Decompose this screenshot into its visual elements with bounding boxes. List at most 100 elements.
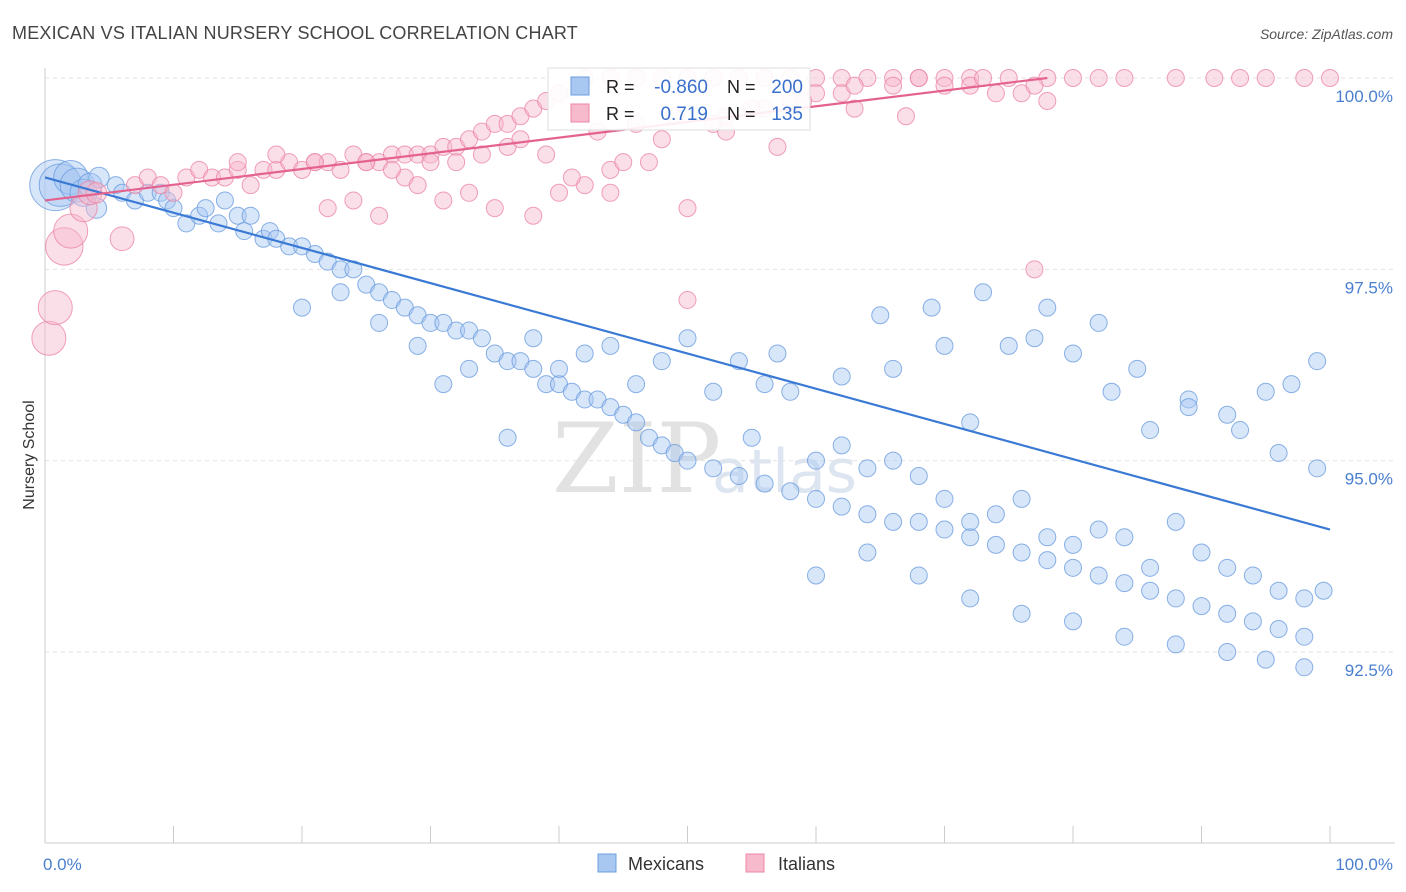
point-mexicans bbox=[807, 489, 825, 508]
trend-line-italians bbox=[44, 76, 1048, 202]
point-italians bbox=[1025, 260, 1044, 279]
point-mexicans bbox=[755, 375, 774, 394]
point-mexicans bbox=[1012, 489, 1031, 508]
point-mexicans bbox=[1089, 313, 1108, 332]
bottom-legend-swatch-italians bbox=[745, 853, 765, 873]
point-italians bbox=[241, 176, 260, 195]
point-italians bbox=[537, 145, 556, 164]
point-mexicans bbox=[1064, 558, 1082, 577]
point-mexicans bbox=[986, 505, 1005, 524]
point-mexicans bbox=[678, 329, 697, 348]
point-mexicans bbox=[832, 497, 851, 516]
point-mexicans bbox=[498, 352, 517, 371]
point-mexicans bbox=[344, 260, 363, 279]
point-mexicans bbox=[1179, 398, 1198, 417]
point-mexicans bbox=[935, 489, 954, 508]
point-mexicans bbox=[158, 191, 177, 210]
point-italians bbox=[678, 199, 697, 218]
point-italians bbox=[601, 183, 620, 202]
point-mexicans bbox=[1025, 329, 1044, 348]
point-italians bbox=[318, 199, 337, 218]
point-mexicans bbox=[858, 543, 877, 562]
point-mexicans bbox=[807, 566, 825, 585]
point-italians bbox=[370, 206, 389, 225]
point-mexicans bbox=[729, 466, 748, 485]
chart-source: Source: ZipAtlas.com bbox=[1260, 26, 1393, 42]
point-mexicans bbox=[1231, 421, 1250, 440]
point-italians bbox=[164, 183, 183, 202]
point-mexicans bbox=[421, 313, 440, 332]
legend-n-label-mexicans: N = bbox=[727, 77, 756, 97]
point-mexicans bbox=[961, 512, 980, 531]
point-mexicans bbox=[460, 359, 479, 378]
point-mexicans bbox=[331, 260, 350, 279]
chart-title: MEXICAN VS ITALIAN NURSERY SCHOOL CORREL… bbox=[12, 23, 578, 43]
trend-line-mexicans bbox=[44, 176, 1331, 531]
legend-r-value-italians: 0.719 bbox=[660, 104, 708, 125]
point-italians bbox=[421, 153, 440, 172]
point-mexicans bbox=[1243, 612, 1262, 631]
point-mexicans bbox=[434, 375, 453, 394]
point-mexicans bbox=[884, 451, 903, 470]
point-mexicans bbox=[1064, 535, 1082, 554]
point-mexicans bbox=[768, 344, 787, 363]
point-mexicans bbox=[807, 451, 825, 470]
point-mexicans bbox=[1192, 597, 1211, 616]
point-italians bbox=[1205, 69, 1224, 87]
point-mexicans bbox=[537, 375, 556, 394]
point-mexicans bbox=[652, 352, 671, 371]
point-mexicans bbox=[1038, 298, 1057, 317]
point-mexicans bbox=[1269, 444, 1288, 463]
point-mexicans bbox=[1243, 566, 1262, 585]
point-italians bbox=[1321, 69, 1339, 87]
point-mexicans bbox=[601, 336, 620, 355]
point-mexicans bbox=[1115, 528, 1134, 547]
point-italians bbox=[935, 69, 954, 87]
point-mexicans bbox=[331, 283, 350, 302]
point-italians bbox=[1166, 69, 1185, 87]
point-mexicans bbox=[884, 512, 903, 531]
point-mexicans bbox=[781, 382, 800, 401]
point-italians bbox=[639, 153, 658, 172]
y-tick-label: 100.0% bbox=[1335, 87, 1393, 106]
point-mexicans bbox=[241, 206, 260, 225]
point-mexicans bbox=[961, 528, 980, 547]
point-mexicans bbox=[1141, 558, 1160, 577]
point-mexicans bbox=[884, 359, 903, 378]
point-mexicans bbox=[472, 329, 491, 348]
point-italians bbox=[884, 69, 903, 87]
point-mexicans bbox=[755, 474, 774, 493]
point-mexicans bbox=[678, 451, 697, 470]
point-mexicans bbox=[858, 459, 877, 478]
point-mexicans bbox=[781, 482, 800, 501]
x-tick-label-right: 100.0% bbox=[1335, 855, 1393, 874]
point-italians bbox=[550, 183, 568, 202]
legend-r-label-mexicans: R = bbox=[606, 77, 635, 97]
legend-n-value-italians: 135 bbox=[771, 104, 803, 125]
point-italians bbox=[434, 191, 453, 210]
point-italians bbox=[408, 176, 427, 195]
point-mexicans bbox=[1218, 643, 1237, 661]
point-mexicans bbox=[832, 436, 851, 455]
legend-r-value-mexicans: -0.860 bbox=[654, 77, 708, 98]
scatter-points bbox=[29, 69, 1339, 677]
x-tick-label-left: 0.0% bbox=[43, 855, 82, 874]
point-italians bbox=[267, 145, 286, 164]
point-italians bbox=[986, 84, 1005, 103]
legend-n-value-mexicans: 200 bbox=[771, 77, 803, 98]
point-italians bbox=[845, 76, 864, 95]
point-italians bbox=[678, 290, 697, 309]
point-mexicans bbox=[1012, 543, 1031, 562]
point-mexicans bbox=[1166, 589, 1185, 608]
point-mexicans bbox=[935, 336, 954, 355]
point-mexicans bbox=[1064, 612, 1082, 631]
point-mexicans bbox=[986, 535, 1005, 554]
point-mexicans bbox=[1192, 543, 1211, 562]
point-mexicans bbox=[1166, 635, 1185, 654]
y-axis-label: Nursery School bbox=[21, 400, 38, 509]
legend-swatch-italians bbox=[570, 103, 590, 123]
point-mexicans bbox=[1218, 604, 1237, 623]
point-mexicans bbox=[1089, 520, 1108, 539]
axes bbox=[44, 68, 1395, 844]
